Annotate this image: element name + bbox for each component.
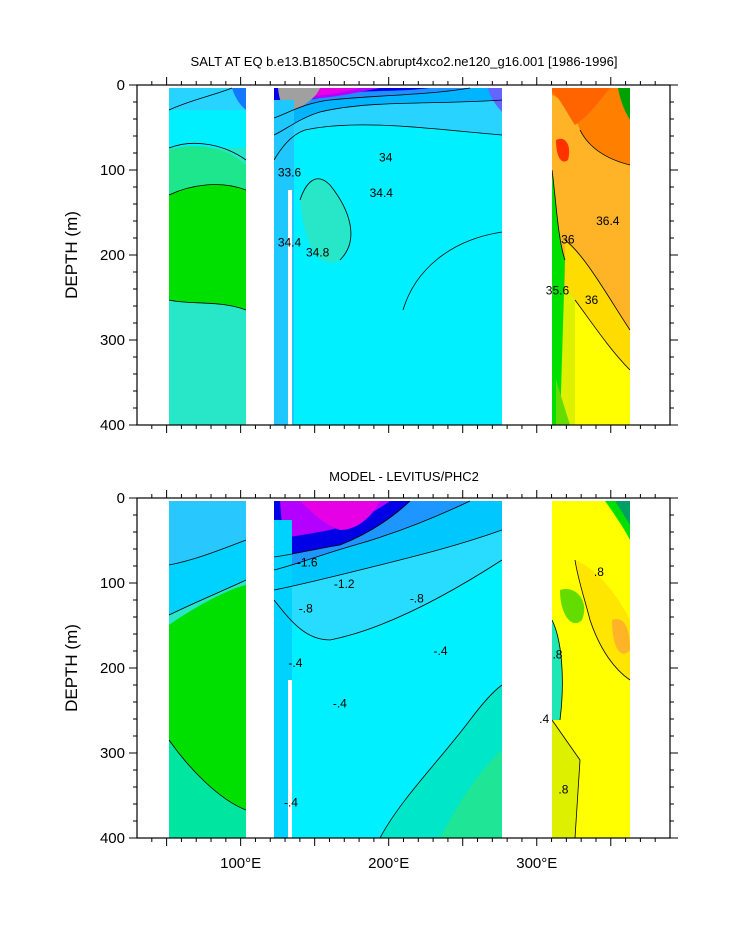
field-region [552, 88, 610, 125]
land-mask [246, 501, 274, 838]
contour-label: 34.4 [278, 235, 302, 249]
x-tick-label: 100°E [220, 855, 261, 872]
contour-lines [168, 87, 631, 371]
y-tick-label: 100 [100, 575, 125, 592]
y-axis-label: DEPTH (m) [62, 624, 81, 712]
field-region [488, 88, 502, 112]
field-region [575, 560, 630, 680]
axis-ticks [129, 77, 678, 433]
y-axis-label: DEPTH (m) [62, 211, 81, 299]
contour-label: -.8 [410, 591, 424, 605]
field-region [169, 501, 246, 565]
field-region [552, 620, 563, 720]
y-tick-labels: 0 100 200 300 400 [100, 490, 125, 847]
difference-panel: MODEL - LEVITUS/PHC2 [62, 469, 678, 872]
chart-title: SALT AT EQ b.e13.B1850C5CN.abrupt4xco2.n… [191, 54, 618, 69]
contour-label: 34 [379, 150, 393, 164]
x-tick-labels: 100°E 200°E 300°E [220, 855, 557, 872]
y-tick-label: 300 [100, 332, 125, 349]
y-tick-label: 400 [100, 830, 125, 847]
field-region [556, 380, 570, 425]
contour-label: -.4 [434, 644, 448, 658]
contour-label: 33.6 [278, 166, 302, 180]
salinity-panel: SALT AT EQ b.e13.B1850C5CN.abrupt4xco2.n… [62, 54, 678, 434]
field-region [612, 619, 630, 654]
field-region [300, 178, 351, 263]
field-region [169, 88, 246, 110]
field-region [300, 501, 380, 530]
field-region [552, 720, 580, 838]
contour-label: 34.8 [306, 245, 330, 259]
y-tick-label: 200 [100, 660, 125, 677]
contour-fill [168, 500, 631, 838]
contour-label: .4 [539, 712, 549, 726]
contour-lines [168, 500, 631, 838]
field-region [552, 170, 565, 425]
field-region [403, 232, 502, 425]
field-region [274, 520, 292, 838]
field-region [575, 300, 630, 425]
contour-label: 35.6 [546, 284, 570, 298]
y-tick-label: 0 [117, 77, 125, 94]
field-region [560, 589, 585, 624]
y-tick-label: 300 [100, 745, 125, 762]
contour-label: -.4 [288, 656, 302, 670]
contour-label: -.4 [333, 697, 347, 711]
contour-label: .8 [552, 647, 562, 661]
contour-label: 36 [585, 293, 599, 307]
land-mask [502, 88, 552, 425]
contour-label: 36.4 [596, 214, 620, 228]
x-tick-label: 200°E [368, 855, 409, 872]
land-mask [288, 190, 292, 425]
field-region [169, 740, 246, 838]
land-mask [246, 88, 274, 425]
contour-label: 34.4 [370, 186, 394, 200]
field-region [440, 750, 502, 838]
y-tick-label: 0 [117, 490, 125, 507]
contour-labels: -1.6 -1.2 -.8 -.8 -.4 -.4 -.4 -.4 .8 .8 .8 .4 [284, 556, 604, 810]
field-region [615, 501, 630, 525]
chart-title: MODEL - LEVITUS/PHC2 [329, 469, 479, 484]
field-region [618, 88, 630, 120]
contour-label: 36 [561, 233, 575, 247]
contour-labels: 33.6 34 34.4 34.4 34.8 36 36.4 35.6 36 [278, 150, 620, 307]
x-tick-label: 300°E [516, 855, 557, 872]
contour-label: .8 [594, 565, 604, 579]
contour-label: -.8 [299, 602, 313, 616]
y-tick-label: 400 [100, 417, 125, 434]
field-region [169, 184, 246, 310]
y-tick-labels: 0 100 200 300 400 [100, 77, 125, 434]
y-tick-label: 100 [100, 162, 125, 179]
field-region [232, 88, 246, 110]
contour-label: -1.2 [334, 577, 355, 591]
y-tick-label: 200 [100, 247, 125, 264]
contour-fill [168, 87, 631, 425]
field-region [169, 145, 246, 195]
contour-label: -1.6 [297, 556, 318, 570]
land-mask [288, 680, 292, 838]
contour-label: -.4 [284, 795, 298, 809]
land-mask [502, 501, 552, 838]
field-region [556, 138, 570, 162]
axis-ticks [129, 490, 678, 846]
contour-label: .8 [558, 783, 568, 797]
